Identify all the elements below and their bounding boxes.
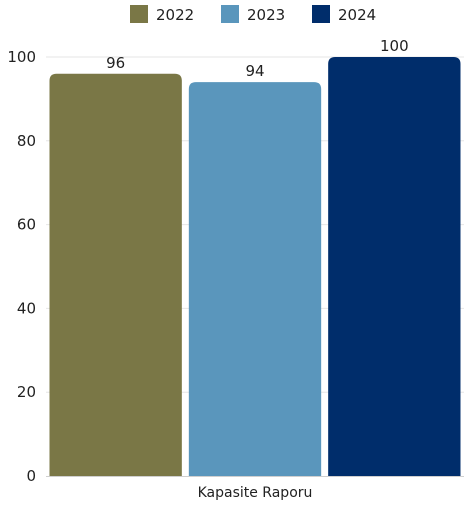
data-label-2024: 100 [380,37,409,55]
y-tick-label: 80 [17,132,36,150]
x-category-label: Kapasite Raporu [198,485,313,501]
bar-2023[interactable] [188,82,322,476]
x-axis: Kapasite Raporu [46,476,464,501]
legend-label: 2023 [247,6,285,24]
legend-swatch [221,5,239,23]
legend-swatch [312,5,330,23]
legend-label: 2024 [338,6,376,24]
data-label-2023: 94 [245,62,264,80]
data-label-2022: 96 [106,54,125,72]
legend-label: 2022 [156,6,194,24]
y-axis: 0 20 40 60 80 100 [7,48,36,485]
bars [49,57,461,476]
legend-swatch [130,5,148,23]
legend-item-2024[interactable]: 2024 [312,5,376,24]
y-tick-label: 40 [17,299,36,317]
y-tick-label: 20 [17,383,36,401]
y-tick-label: 0 [26,467,36,485]
legend: 2022 2023 2024 [130,5,376,24]
bar-2022[interactable] [49,73,182,476]
legend-item-2022[interactable]: 2022 [130,5,194,24]
y-tick-label: 100 [7,48,36,66]
data-labels: 96 94 100 [106,37,409,80]
bar-2024[interactable] [328,57,461,476]
legend-item-2023[interactable]: 2023 [221,5,285,24]
y-tick-label: 60 [17,216,36,234]
